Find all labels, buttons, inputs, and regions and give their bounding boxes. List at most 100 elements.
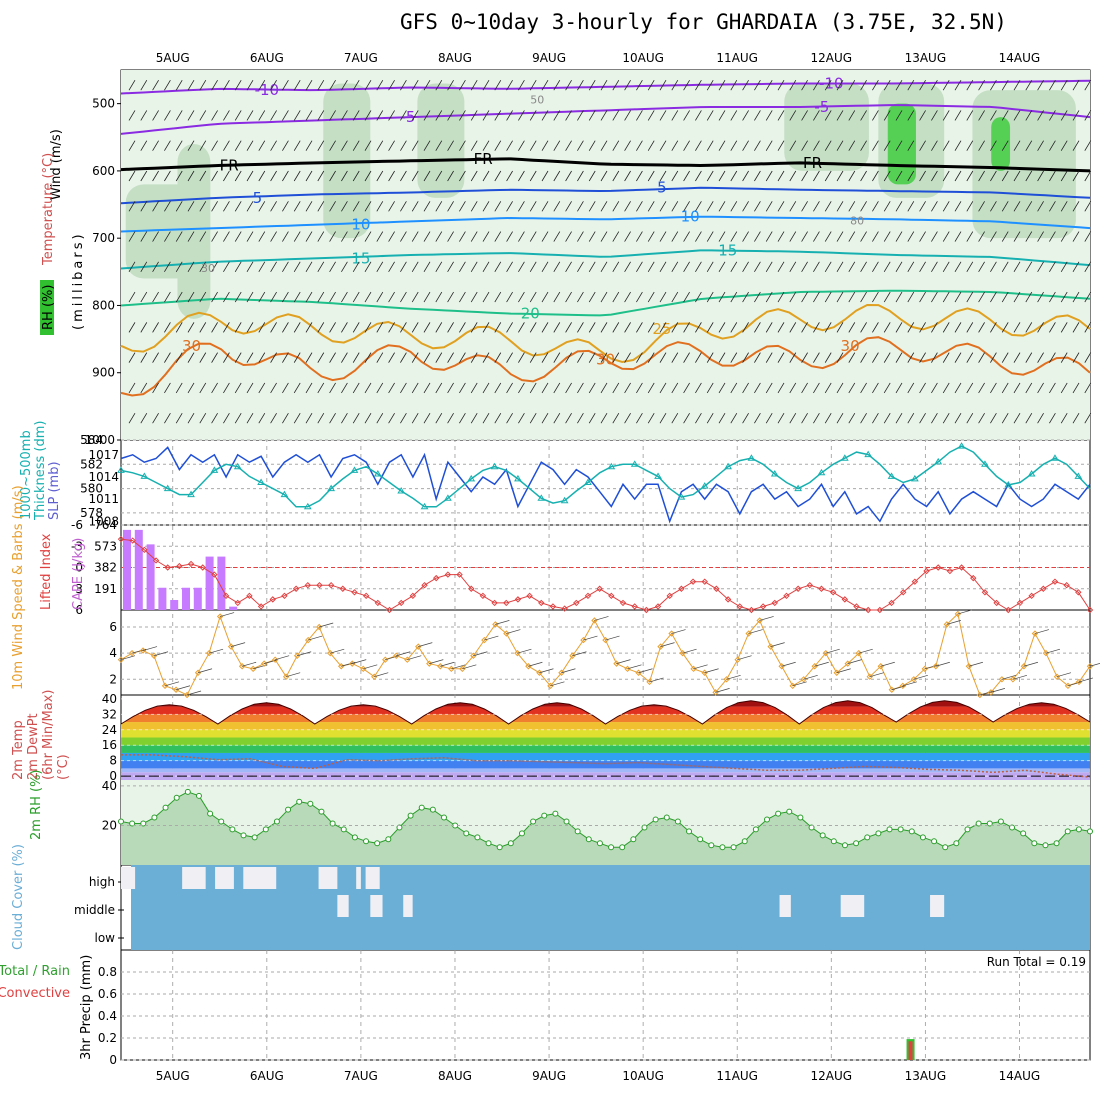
- wind-barb: [931, 110, 938, 121]
- wind-barb: [305, 291, 313, 303]
- wind-barb: [423, 412, 431, 424]
- wind-barb: [175, 412, 183, 424]
- wind-barb: [553, 79, 561, 91]
- wind-barb: [801, 170, 808, 182]
- wind-barb: [754, 261, 761, 273]
- wind-barb: [376, 352, 384, 363]
- wind-barb: [199, 110, 207, 121]
- date-label-bottom: 14AUG: [999, 1069, 1041, 1083]
- temp-band: [121, 752, 1090, 761]
- li-marker: [596, 585, 603, 592]
- wind-barb: [883, 110, 891, 121]
- wind-barb: [400, 261, 407, 273]
- wind-barb-10m: [759, 616, 774, 621]
- wind-barb: [683, 110, 690, 121]
- wind-barb: [199, 231, 207, 242]
- wind-barb: [282, 291, 289, 303]
- wind-barb: [612, 79, 620, 91]
- wind-barb: [612, 170, 620, 182]
- wind-barb: [376, 412, 384, 424]
- wind-barb: [364, 79, 372, 91]
- isotherm-label: -5: [400, 108, 415, 126]
- wind-barb: [435, 79, 443, 91]
- wind-barb: [305, 110, 313, 121]
- wind-barb-10m: [142, 646, 158, 651]
- wind-barb: [624, 110, 631, 121]
- wind-barb: [907, 412, 915, 424]
- wind-barb: [931, 261, 938, 273]
- wind-barb: [529, 412, 537, 424]
- wind-barb: [647, 291, 655, 303]
- wind-barb: [270, 261, 277, 273]
- wind-barb: [600, 261, 608, 273]
- wind-barb: [872, 79, 879, 91]
- thickness-marker: [840, 454, 849, 461]
- wind-barb: [352, 412, 360, 424]
- li-marker: [152, 557, 160, 564]
- wind-barb: [577, 382, 584, 394]
- wind-barb: [1013, 201, 1021, 212]
- rh2m-marker: [140, 820, 147, 827]
- rh2m-marker: [363, 838, 370, 845]
- wind-barb: [754, 231, 761, 242]
- wind-barb: [470, 79, 478, 91]
- wind-barb: [140, 261, 148, 273]
- wind-barb: [459, 261, 466, 273]
- wind-barb: [541, 231, 549, 242]
- wind-barb: [695, 382, 702, 394]
- wind-barb: [128, 79, 136, 91]
- wind-barb: [836, 382, 844, 394]
- wind-barb: [128, 140, 136, 151]
- li-marker: [211, 571, 218, 578]
- wind-barb: [553, 201, 561, 212]
- wind-barb: [990, 352, 997, 363]
- wind-barb: [541, 201, 549, 212]
- wind-barb-10m: [418, 642, 433, 647]
- wind-barb: [329, 291, 336, 303]
- wind-barb-10m: [175, 685, 191, 691]
- wind-barb: [152, 291, 159, 303]
- rh2m-marker: [797, 814, 804, 821]
- wind-barb: [553, 231, 561, 242]
- wind-barb: [872, 261, 879, 273]
- wind-barb-10m: [627, 664, 642, 670]
- wind-barb-10m: [902, 681, 917, 687]
- wind-barb: [813, 110, 820, 121]
- wind-barb: [706, 170, 714, 182]
- wind-barb: [883, 231, 891, 242]
- wind-barb: [447, 291, 454, 303]
- thickness-marker: [607, 462, 616, 470]
- wind-barb: [836, 322, 844, 333]
- wind-barb: [1013, 412, 1021, 424]
- wind-barb: [187, 110, 195, 121]
- wind-barb: [435, 261, 443, 273]
- wind-barb: [1084, 412, 1092, 424]
- wind-barb: [1072, 412, 1080, 424]
- wind-barb: [683, 231, 690, 242]
- thickness-marker: [910, 474, 919, 482]
- wind-barb: [246, 170, 254, 182]
- wind-barb: [624, 170, 631, 182]
- isotherm-label: -5: [814, 98, 829, 116]
- wind-barb-10m: [594, 616, 609, 621]
- rh2m-marker: [1064, 828, 1071, 835]
- wind-barb: [907, 352, 915, 363]
- wind-barb: [305, 201, 313, 212]
- rh2m-marker: [385, 836, 392, 843]
- cloud-middle-gap: [337, 895, 349, 917]
- wind-barb: [270, 382, 277, 394]
- wind-barb-10m: [979, 690, 994, 696]
- wind-barb: [187, 261, 195, 273]
- wind-barb: [211, 140, 218, 151]
- wind-barb-10m: [1034, 629, 1050, 634]
- wind-barb-10m: [715, 688, 730, 693]
- wind-barb: [1049, 322, 1056, 333]
- wind-barb: [883, 412, 891, 424]
- wind-barb: [164, 231, 171, 242]
- li-marker: [1063, 582, 1070, 589]
- wind-barb: [435, 412, 443, 424]
- rh2m-marker: [819, 832, 826, 839]
- wind-barb: [742, 352, 749, 363]
- rh2m-marker: [240, 832, 247, 839]
- wind-barb: [482, 231, 490, 242]
